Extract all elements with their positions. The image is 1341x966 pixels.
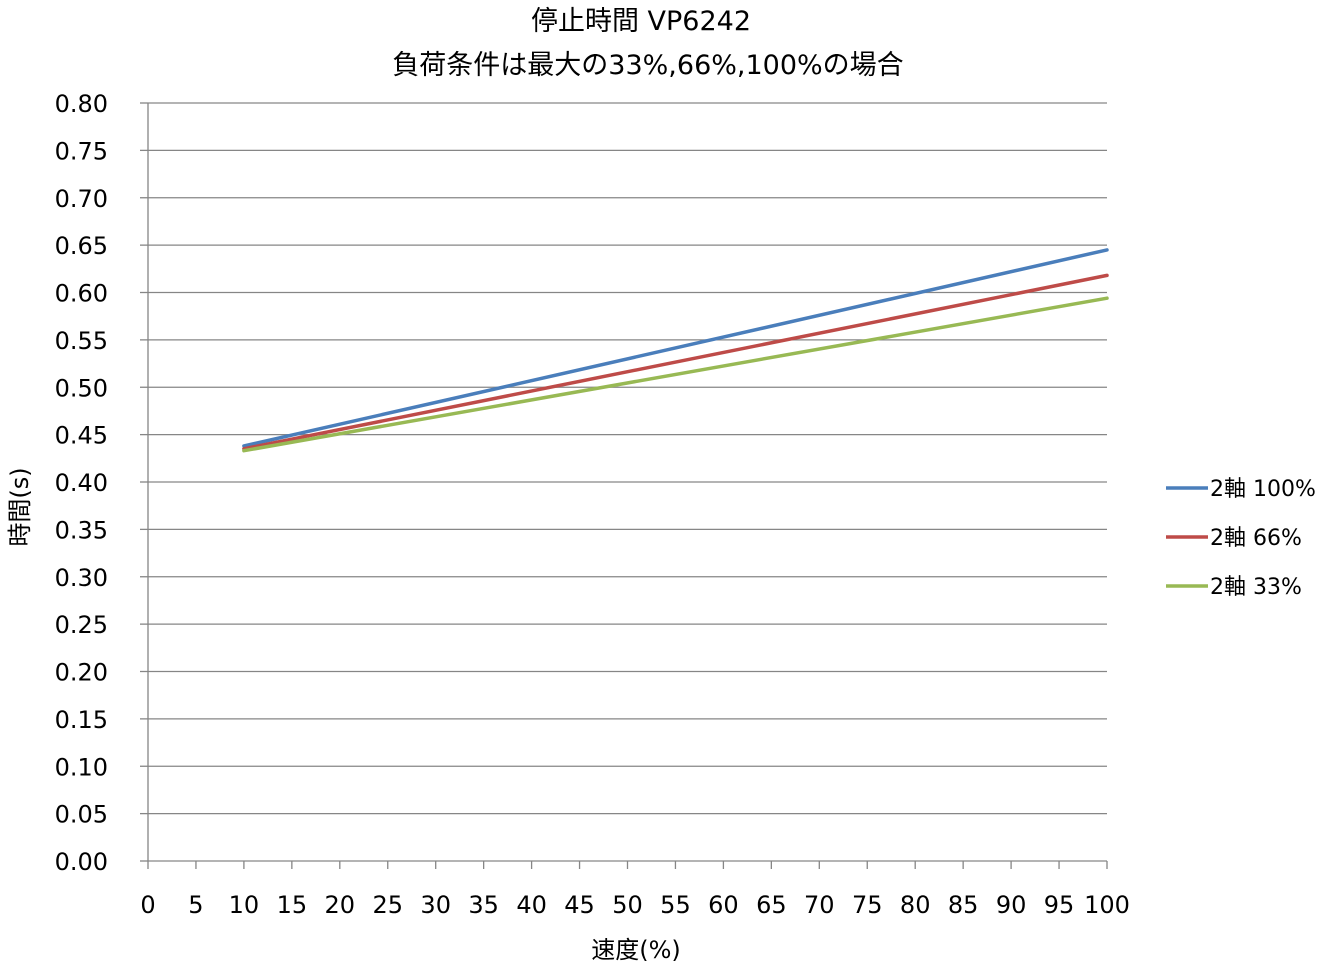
x-tick-label: 30: [420, 891, 451, 919]
x-tick-label: 95: [1044, 891, 1075, 919]
series-line: [242, 273, 1109, 451]
y-tick-labels: 0.00 0.05 0.10 0.15 0.20 0.25 0.30 0.35 0.40 0.45…: [55, 90, 108, 876]
y-tick-label: 0.75: [55, 137, 108, 165]
y-tick-label: 0.65: [55, 232, 108, 260]
y-tick-label: 0.05: [55, 801, 108, 829]
chart-subtitle: 負荷条件は最大の33%,66%,100%の場合: [392, 50, 903, 81]
y-tick-label: 0.35: [55, 516, 108, 544]
legend: 2軸 100% 2軸 66% 2軸 33%: [1166, 477, 1316, 600]
y-tick-label: 0.40: [55, 469, 108, 497]
x-tick-label: 10: [229, 891, 260, 919]
x-tick-label: 60: [708, 891, 739, 919]
x-tick-label: 65: [756, 891, 787, 919]
x-tick-label: 55: [660, 891, 691, 919]
y-tick-label: 0.70: [55, 185, 108, 213]
y-tick-label: 0.45: [55, 422, 108, 450]
gridlines: [148, 102, 1107, 815]
x-tick-label: 45: [564, 891, 595, 919]
series-line: [242, 248, 1109, 448]
y-axis-label: 時間(s): [6, 467, 34, 546]
x-tick-label: 100: [1084, 891, 1130, 919]
y-tick-label: 0.25: [55, 611, 108, 639]
x-tick-labels: 0 5 10 15 20 25 30 35 40 45 50 55 60 65 70 75 80 85 90 95 10…: [140, 891, 1130, 919]
x-tick-label: 15: [277, 891, 308, 919]
x-tick-label: 5: [188, 891, 203, 919]
x-tick-label: 35: [468, 891, 499, 919]
y-tick-label: 0.10: [55, 753, 108, 781]
series-line: [242, 296, 1109, 453]
chart-title: 停止時間 VP6242: [531, 6, 751, 37]
x-tick-label: 40: [516, 891, 547, 919]
x-tick-label: 20: [325, 891, 356, 919]
y-tick-label: 0.15: [55, 706, 108, 734]
axes: [140, 102, 1108, 869]
y-tick-label: 0.00: [55, 848, 108, 876]
x-tick-label: 70: [804, 891, 835, 919]
x-tick-label: 25: [372, 891, 403, 919]
series-lines: [242, 248, 1109, 453]
x-axis-label: 速度(%): [591, 936, 681, 964]
x-tick-label: 80: [900, 891, 931, 919]
x-tick-label: 90: [996, 891, 1027, 919]
x-tick-label: 0: [140, 891, 155, 919]
y-tick-label: 0.80: [55, 90, 108, 118]
legend-label: 2軸 100%: [1210, 477, 1316, 502]
x-tick-label: 85: [948, 891, 979, 919]
y-tick-label: 0.60: [55, 280, 108, 308]
y-tick-label: 0.50: [55, 374, 108, 402]
legend-label: 2軸 66%: [1210, 526, 1302, 551]
y-tick-label: 0.55: [55, 327, 108, 355]
x-tick-label: 50: [612, 891, 643, 919]
y-tick-label: 0.20: [55, 659, 108, 687]
y-tick-label: 0.30: [55, 564, 108, 592]
legend-label: 2軸 33%: [1210, 575, 1302, 600]
x-tick-label: 75: [852, 891, 883, 919]
